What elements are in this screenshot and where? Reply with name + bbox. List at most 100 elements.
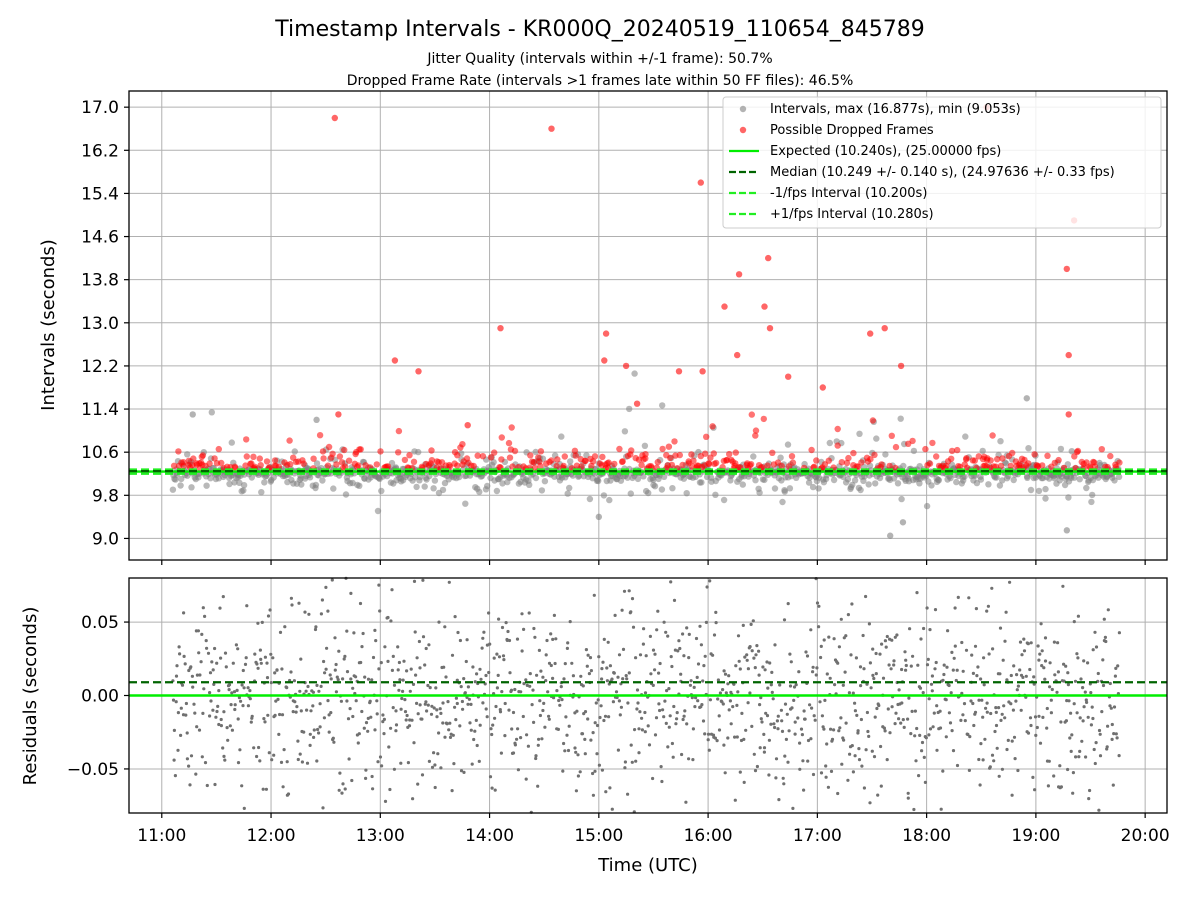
residual-point bbox=[922, 626, 926, 631]
residual-point bbox=[435, 715, 439, 719]
interval-point bbox=[595, 477, 602, 485]
residual-point bbox=[630, 760, 634, 764]
residual-point bbox=[964, 648, 969, 652]
residual-point bbox=[674, 722, 678, 726]
residual-point bbox=[526, 744, 531, 748]
residual-point bbox=[589, 738, 593, 742]
dropped-frame-point bbox=[628, 447, 635, 454]
residual-point bbox=[520, 649, 524, 653]
residual-point bbox=[308, 743, 312, 748]
residual-point bbox=[327, 730, 331, 734]
residual-point bbox=[366, 716, 370, 721]
residual-point bbox=[714, 610, 718, 615]
residual-point bbox=[903, 650, 907, 654]
residual-point bbox=[490, 732, 494, 737]
interval-point bbox=[342, 491, 350, 498]
residual-point bbox=[172, 758, 176, 762]
residual-point bbox=[640, 716, 644, 720]
interval-point bbox=[761, 476, 768, 484]
residual-point bbox=[576, 774, 581, 778]
residual-point bbox=[524, 777, 528, 781]
dropped-frame-point bbox=[712, 459, 720, 467]
residual-point bbox=[804, 650, 808, 654]
residual-point bbox=[331, 736, 335, 740]
interval-point bbox=[567, 458, 574, 465]
residual-point bbox=[197, 728, 202, 732]
residual-point bbox=[702, 664, 706, 668]
residual-point bbox=[627, 671, 631, 675]
residual-point bbox=[740, 711, 744, 716]
residual-point bbox=[735, 703, 739, 708]
dropped-frame-point bbox=[886, 462, 893, 470]
dropped-frame-point bbox=[735, 271, 743, 278]
x-tick-label: 20:00 bbox=[1121, 826, 1170, 846]
residual-point bbox=[222, 754, 226, 759]
residual-point bbox=[227, 683, 232, 687]
residual-point bbox=[994, 710, 998, 715]
interval-point bbox=[330, 485, 337, 492]
residual-point bbox=[1074, 755, 1078, 759]
residual-point bbox=[516, 727, 520, 731]
dropped-frame-point bbox=[867, 456, 874, 463]
residual-point bbox=[1071, 791, 1075, 795]
residual-point bbox=[447, 728, 451, 732]
residual-point bbox=[600, 667, 604, 671]
dropped-frame-point bbox=[548, 125, 555, 132]
residual-point bbox=[203, 761, 208, 765]
residual-point bbox=[390, 588, 394, 592]
residual-point bbox=[351, 714, 355, 719]
residual-point bbox=[610, 677, 614, 681]
residual-point bbox=[381, 713, 385, 717]
residual-point bbox=[252, 746, 256, 750]
residual-point bbox=[972, 723, 976, 728]
residual-point bbox=[197, 651, 201, 655]
residual-point bbox=[314, 625, 318, 629]
residual-point bbox=[768, 661, 772, 665]
residual-point bbox=[388, 787, 392, 792]
dropped-frame-point bbox=[769, 449, 776, 456]
residual-point bbox=[318, 725, 322, 729]
residual-point bbox=[637, 751, 641, 755]
residual-point bbox=[930, 674, 935, 678]
residual-point bbox=[975, 674, 979, 678]
interval-point bbox=[865, 481, 872, 488]
residual-point bbox=[789, 660, 793, 664]
residual-point bbox=[726, 736, 730, 740]
residual-point bbox=[798, 767, 802, 771]
interval-point bbox=[997, 438, 1004, 445]
residual-point bbox=[985, 609, 989, 613]
residual-point bbox=[799, 727, 804, 731]
dropped-frame-point bbox=[506, 454, 514, 461]
residual-point bbox=[408, 718, 412, 722]
residual-point bbox=[574, 789, 579, 793]
residual-point bbox=[1076, 614, 1080, 618]
residual-point bbox=[644, 654, 648, 658]
residual-point bbox=[435, 708, 439, 712]
interval-point bbox=[374, 507, 382, 515]
residual-point bbox=[589, 669, 594, 673]
residual-point bbox=[475, 672, 479, 676]
residual-point bbox=[423, 663, 427, 667]
dropped-frame-point bbox=[487, 454, 495, 461]
residual-point bbox=[219, 724, 223, 728]
residual-point bbox=[933, 608, 938, 612]
residual-point bbox=[836, 661, 840, 665]
residual-point bbox=[892, 659, 896, 663]
dropped-frame-point bbox=[616, 445, 623, 453]
residual-point bbox=[257, 745, 261, 750]
residual-point bbox=[377, 667, 381, 671]
residual-point bbox=[866, 729, 870, 734]
residual-point bbox=[1097, 808, 1101, 812]
residual-point bbox=[991, 647, 995, 651]
residual-point bbox=[262, 717, 266, 721]
interval-point bbox=[882, 451, 889, 458]
interval-point bbox=[228, 439, 235, 446]
interval-point bbox=[698, 479, 705, 486]
dropped-frame-point bbox=[511, 447, 519, 455]
residual-point bbox=[600, 677, 604, 681]
top-y-axis-label: Intervals (seconds) bbox=[38, 239, 59, 411]
residual-point bbox=[871, 647, 875, 651]
residual-point bbox=[687, 656, 691, 660]
residual-point bbox=[410, 718, 414, 722]
residual-point bbox=[939, 807, 943, 811]
